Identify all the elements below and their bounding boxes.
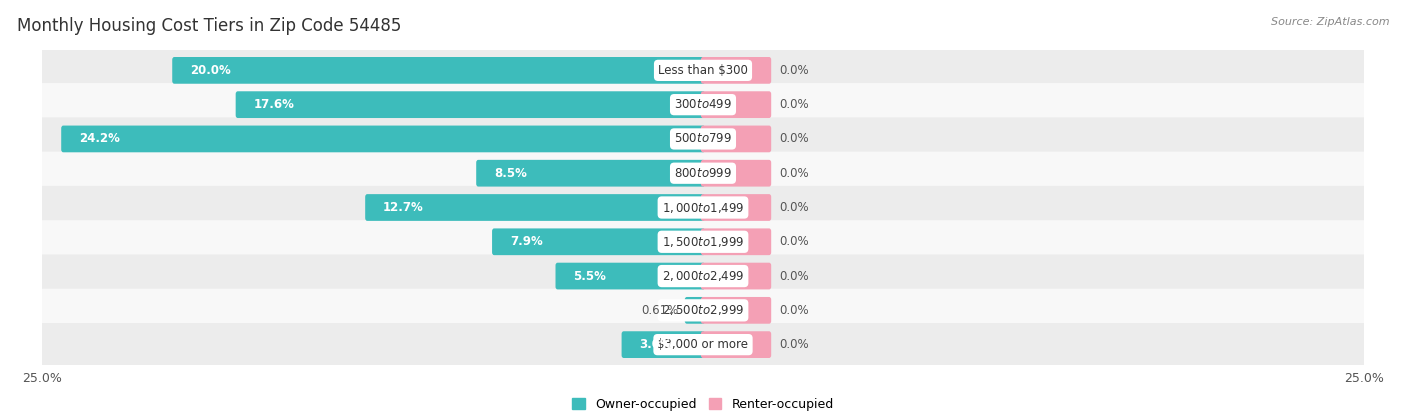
Text: 0.0%: 0.0% — [780, 235, 810, 248]
Text: $3,000 or more: $3,000 or more — [658, 338, 748, 351]
Text: 8.5%: 8.5% — [494, 167, 527, 180]
FancyBboxPatch shape — [555, 263, 706, 289]
Text: 0.0%: 0.0% — [780, 270, 810, 283]
Text: 17.6%: 17.6% — [253, 98, 294, 111]
Text: 0.0%: 0.0% — [780, 201, 810, 214]
FancyBboxPatch shape — [700, 194, 772, 221]
FancyBboxPatch shape — [172, 57, 706, 84]
Text: 20.0%: 20.0% — [190, 64, 231, 77]
Text: $1,500 to $1,999: $1,500 to $1,999 — [662, 235, 744, 249]
Text: 0.61%: 0.61% — [641, 304, 679, 317]
FancyBboxPatch shape — [38, 83, 1368, 126]
Text: 12.7%: 12.7% — [384, 201, 425, 214]
FancyBboxPatch shape — [700, 263, 772, 289]
FancyBboxPatch shape — [366, 194, 706, 221]
FancyBboxPatch shape — [621, 331, 706, 358]
FancyBboxPatch shape — [38, 254, 1368, 298]
Text: 0.0%: 0.0% — [780, 132, 810, 145]
Text: 24.2%: 24.2% — [79, 132, 120, 145]
Text: 0.0%: 0.0% — [780, 304, 810, 317]
Text: 5.5%: 5.5% — [574, 270, 606, 283]
FancyBboxPatch shape — [685, 297, 706, 324]
FancyBboxPatch shape — [700, 331, 772, 358]
Text: 7.9%: 7.9% — [510, 235, 543, 248]
Text: Source: ZipAtlas.com: Source: ZipAtlas.com — [1271, 17, 1389, 27]
Text: 0.0%: 0.0% — [780, 64, 810, 77]
FancyBboxPatch shape — [700, 228, 772, 255]
FancyBboxPatch shape — [38, 151, 1368, 195]
FancyBboxPatch shape — [492, 228, 706, 255]
FancyBboxPatch shape — [38, 49, 1368, 92]
Text: $2,000 to $2,499: $2,000 to $2,499 — [662, 269, 744, 283]
FancyBboxPatch shape — [236, 91, 706, 118]
FancyBboxPatch shape — [38, 186, 1368, 229]
Text: $800 to $999: $800 to $999 — [673, 167, 733, 180]
FancyBboxPatch shape — [700, 297, 772, 324]
Text: 0.0%: 0.0% — [780, 98, 810, 111]
FancyBboxPatch shape — [700, 126, 772, 152]
FancyBboxPatch shape — [700, 160, 772, 187]
Text: 0.0%: 0.0% — [780, 338, 810, 351]
Text: $1,000 to $1,499: $1,000 to $1,499 — [662, 200, 744, 215]
FancyBboxPatch shape — [38, 289, 1368, 332]
Text: Monthly Housing Cost Tiers in Zip Code 54485: Monthly Housing Cost Tiers in Zip Code 5… — [17, 17, 401, 34]
FancyBboxPatch shape — [38, 117, 1368, 161]
FancyBboxPatch shape — [38, 220, 1368, 264]
Text: $2,500 to $2,999: $2,500 to $2,999 — [662, 303, 744, 317]
Text: 0.0%: 0.0% — [780, 167, 810, 180]
FancyBboxPatch shape — [477, 160, 706, 187]
Text: 3.0%: 3.0% — [640, 338, 672, 351]
FancyBboxPatch shape — [700, 91, 772, 118]
FancyBboxPatch shape — [38, 323, 1368, 366]
Text: Less than $300: Less than $300 — [658, 64, 748, 77]
FancyBboxPatch shape — [700, 57, 772, 84]
Text: $500 to $799: $500 to $799 — [673, 132, 733, 145]
Legend: Owner-occupied, Renter-occupied: Owner-occupied, Renter-occupied — [568, 393, 838, 415]
FancyBboxPatch shape — [62, 126, 706, 152]
Text: $300 to $499: $300 to $499 — [673, 98, 733, 111]
